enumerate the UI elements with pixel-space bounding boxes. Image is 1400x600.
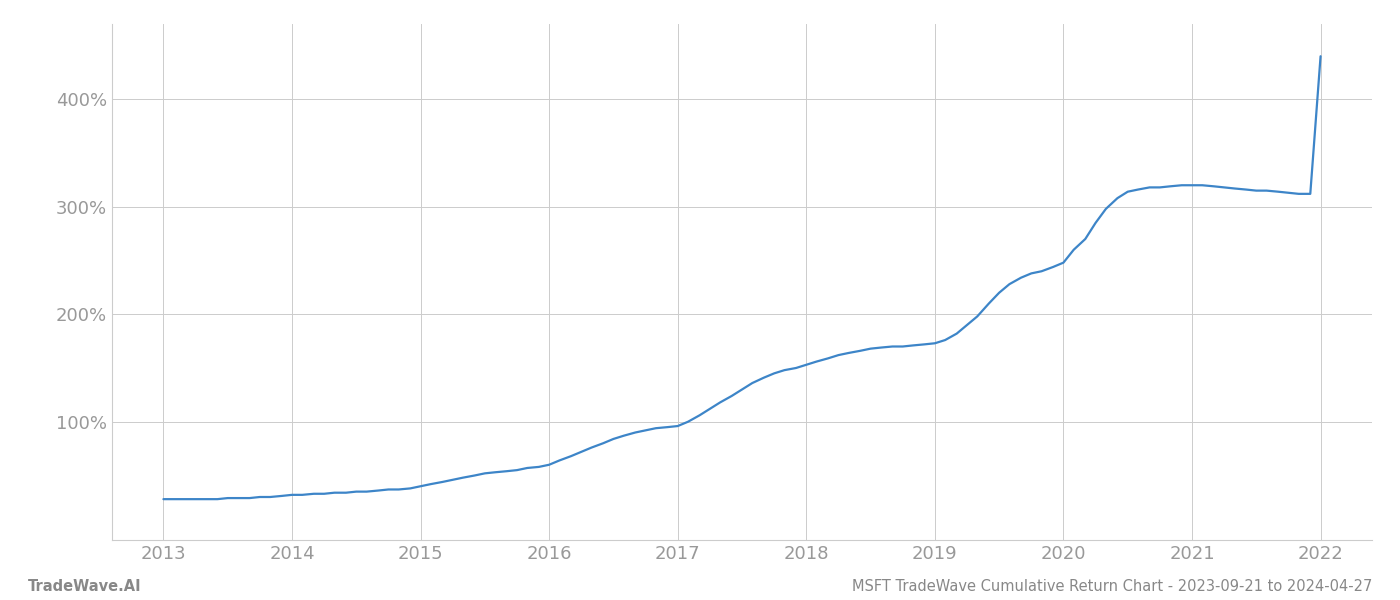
Text: MSFT TradeWave Cumulative Return Chart - 2023-09-21 to 2024-04-27: MSFT TradeWave Cumulative Return Chart -… — [851, 579, 1372, 594]
Text: TradeWave.AI: TradeWave.AI — [28, 579, 141, 594]
